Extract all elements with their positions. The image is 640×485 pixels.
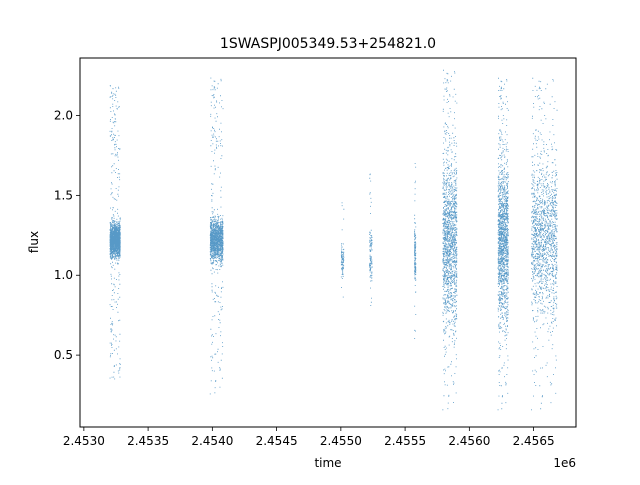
x-tick-label: 2.4545 (256, 434, 298, 448)
x-tick-label: 2.4530 (63, 434, 105, 448)
y-tick-label: 1.5 (54, 188, 73, 202)
plot-frame (79, 57, 577, 428)
x-tick-label: 2.4550 (320, 434, 362, 448)
x-axis-offset-label: 1e6 (553, 456, 576, 470)
x-tick-label: 2.4555 (384, 434, 426, 448)
x-tick-label: 2.4535 (127, 434, 169, 448)
y-tick-label: 2.0 (54, 109, 73, 123)
y-axis-label: flux (27, 231, 41, 253)
x-tick-label: 2.4565 (513, 434, 555, 448)
chart-title: 1SWASPJ005349.53+254821.0 (220, 36, 436, 52)
x-tick-label: 2.4560 (448, 434, 490, 448)
x-axis-label: time (314, 456, 341, 470)
y-tick-label: 0.5 (54, 348, 73, 362)
x-tick-label: 2.4540 (191, 434, 233, 448)
y-axis: 0.5 1.0 1.5 2.0 (54, 109, 80, 362)
y-tick-label: 1.0 (54, 268, 73, 282)
x-axis: 2.4530 2.4535 2.4540 2.4545 2.4550 2.4555 2.45… (63, 427, 555, 448)
